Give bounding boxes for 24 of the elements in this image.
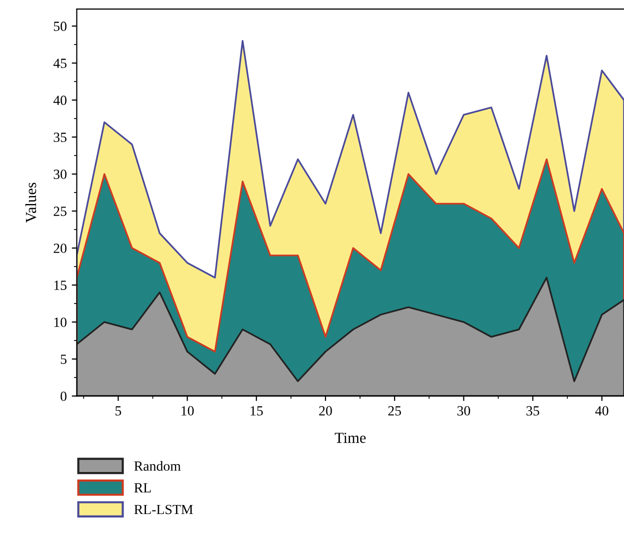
x-tick-label: 35 bbox=[526, 406, 540, 416]
x-tick-label: 25 bbox=[388, 406, 401, 416]
x-tick-label: 40 bbox=[595, 406, 608, 416]
x-axis-title: Time bbox=[334, 432, 366, 443]
y-tick-label: 45 bbox=[53, 58, 66, 68]
y-tick-label: 25 bbox=[54, 206, 66, 216]
y-tick-label: 30 bbox=[54, 170, 66, 180]
y-tick-label: 35 bbox=[54, 132, 66, 142]
x-tick-label: 10 bbox=[182, 406, 194, 416]
x-tick-label: 15 bbox=[250, 406, 263, 416]
legend-label: Random bbox=[134, 460, 181, 471]
x-tick-label: 5 bbox=[116, 406, 122, 416]
y-tick-label: 10 bbox=[54, 318, 66, 327]
y-tick-label: 15 bbox=[54, 280, 66, 290]
legend-label: RL-LSTM bbox=[134, 504, 193, 514]
y-tick-label: 50 bbox=[54, 22, 66, 32]
x-tick-label: 20 bbox=[319, 406, 332, 416]
x-tick-label: 30 bbox=[457, 406, 470, 416]
y-tick-label: 0 bbox=[60, 392, 66, 401]
y-tick-label: 5 bbox=[60, 354, 66, 364]
legend-label: RL bbox=[134, 483, 151, 492]
y-axis-title: Values bbox=[25, 182, 36, 223]
y-tick-label: 20 bbox=[54, 244, 66, 253]
y-tick-label: 40 bbox=[53, 96, 66, 106]
